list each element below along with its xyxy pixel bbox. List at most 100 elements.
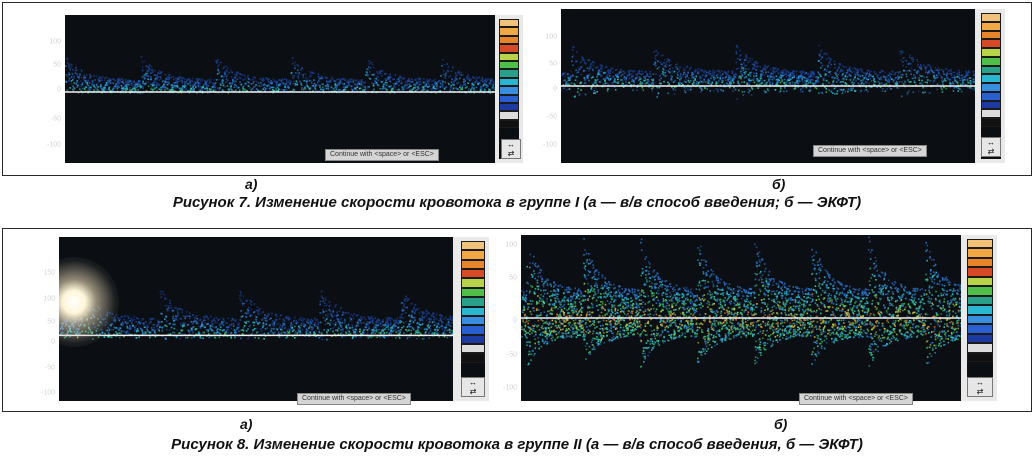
tick: 0 xyxy=(51,338,55,346)
scale-swatch xyxy=(967,314,993,325)
scale-swatches xyxy=(967,239,993,397)
scale-swatch xyxy=(499,27,519,36)
scroll-arrows[interactable]: ↔ ⇄ xyxy=(501,139,521,159)
tick: -50 xyxy=(546,113,557,121)
scale-swatch xyxy=(499,77,519,87)
doppler-panel-7b xyxy=(561,9,975,163)
tick: -100 xyxy=(46,141,61,149)
scale-swatch xyxy=(967,248,993,258)
scale-swatch xyxy=(967,305,993,315)
arrow-icon[interactable]: ⇄ xyxy=(469,387,477,396)
scale-swatch xyxy=(967,295,993,306)
scale-swatch xyxy=(981,100,1001,110)
scale-swatch xyxy=(461,297,485,307)
arrow-icon[interactable]: ↔ xyxy=(976,378,984,387)
arrow-icon[interactable]: ↔ xyxy=(987,138,995,147)
scale-swatch xyxy=(461,269,485,279)
scale-swatch xyxy=(499,86,519,95)
doppler-trace-8b xyxy=(521,236,961,368)
scale-swatches xyxy=(981,13,1001,159)
tick: -100 xyxy=(542,141,557,149)
tick: 0 xyxy=(513,317,517,325)
scale-swatch xyxy=(981,56,1001,66)
tick: 50 xyxy=(549,60,557,68)
scale-swatch xyxy=(981,91,1001,101)
figure-8-frame: 150 100 50 0 -50 -100 Continue with <spa… xyxy=(2,228,1032,412)
scale-swatches xyxy=(499,19,519,159)
scale-swatch xyxy=(461,241,485,251)
arrow-icon[interactable]: ↔ xyxy=(469,378,477,387)
continue-button[interactable]: Continue with <space> or <ESC> xyxy=(325,149,439,161)
scale-swatch xyxy=(499,111,519,120)
continue-button[interactable]: Continue with <space> or <ESC> xyxy=(813,145,927,157)
color-scale-8b xyxy=(961,235,997,401)
axis-7a: 100 50 0 -50 -100 xyxy=(33,15,63,163)
tick: 0 xyxy=(553,85,557,93)
scale-swatch xyxy=(461,325,485,335)
color-scale-7a xyxy=(495,15,523,163)
doppler-panel-8a xyxy=(59,237,453,401)
scale-swatch xyxy=(981,48,1001,57)
tick: -100 xyxy=(40,389,55,397)
scroll-arrows[interactable]: ↔ ⇄ xyxy=(967,377,993,397)
scale-swatch xyxy=(499,94,519,103)
arrow-icon[interactable]: ⇄ xyxy=(507,149,515,158)
scale-swatch xyxy=(461,287,485,298)
scale-swatch xyxy=(981,109,1001,119)
axis-8b: 100 50 0 -50 -100 xyxy=(491,235,519,401)
continue-button[interactable]: Continue with <space> or <ESC> xyxy=(799,393,913,405)
scale-swatch xyxy=(499,35,519,45)
figure-8-caption: Рисунок 8. Изменение скорости кровотока … xyxy=(171,436,863,453)
axis-8a: 150 100 50 0 -50 -100 xyxy=(27,237,57,401)
scale-swatch xyxy=(461,343,485,354)
doppler-panel-8b xyxy=(521,235,961,401)
tick: 50 xyxy=(47,318,55,326)
tick: -50 xyxy=(506,351,517,359)
panel-label-8a: а) xyxy=(240,416,253,432)
scale-swatch xyxy=(499,69,519,78)
scale-swatch xyxy=(499,103,519,112)
continue-button[interactable]: Continue with <space> or <ESC> xyxy=(297,393,411,405)
doppler-panel-7a xyxy=(65,15,495,163)
arrow-icon[interactable]: ⇄ xyxy=(987,147,995,156)
scale-swatch xyxy=(461,353,485,363)
tick: -100 xyxy=(502,384,517,392)
tick: 0 xyxy=(57,86,61,94)
scale-swatch xyxy=(499,52,519,61)
scale-swatch xyxy=(967,276,993,287)
scale-swatch xyxy=(981,118,1001,127)
tick: -50 xyxy=(44,364,55,372)
scale-swatch xyxy=(967,343,993,353)
scale-swatches xyxy=(461,241,485,397)
scroll-arrows[interactable]: ↔ ⇄ xyxy=(981,137,1001,157)
scale-swatch xyxy=(981,30,1001,40)
figure-7-caption: Рисунок 7. Изменение скорости кровотока … xyxy=(172,194,862,211)
scale-swatch xyxy=(461,250,485,260)
arrow-icon[interactable]: ↔ xyxy=(507,140,515,149)
doppler-trace-7a xyxy=(65,55,495,94)
scale-swatch xyxy=(461,306,485,316)
scale-swatch xyxy=(967,257,993,268)
scale-swatch xyxy=(461,334,485,344)
scale-swatch xyxy=(967,267,993,277)
tick: 100 xyxy=(43,295,55,303)
scale-swatch xyxy=(981,21,1001,31)
tick: 100 xyxy=(49,38,61,46)
panel-label-8b: б) xyxy=(774,416,788,432)
color-scale-8a xyxy=(453,237,489,401)
scroll-arrows[interactable]: ↔ ⇄ xyxy=(461,377,485,397)
tick: 50 xyxy=(509,274,517,282)
scale-swatch xyxy=(981,83,1001,92)
scale-swatch xyxy=(981,65,1001,75)
doppler-trace-8a xyxy=(59,290,453,341)
scale-swatch xyxy=(461,278,485,288)
scale-swatch xyxy=(981,39,1001,49)
tick: 50 xyxy=(53,61,61,69)
arrow-icon[interactable]: ⇄ xyxy=(976,387,984,396)
tick: -50 xyxy=(50,115,61,123)
scale-swatch xyxy=(981,13,1001,22)
tick: 150 xyxy=(43,269,55,277)
doppler-trace-7b xyxy=(561,44,975,100)
scale-swatch xyxy=(499,61,519,70)
scale-swatch xyxy=(967,333,993,344)
